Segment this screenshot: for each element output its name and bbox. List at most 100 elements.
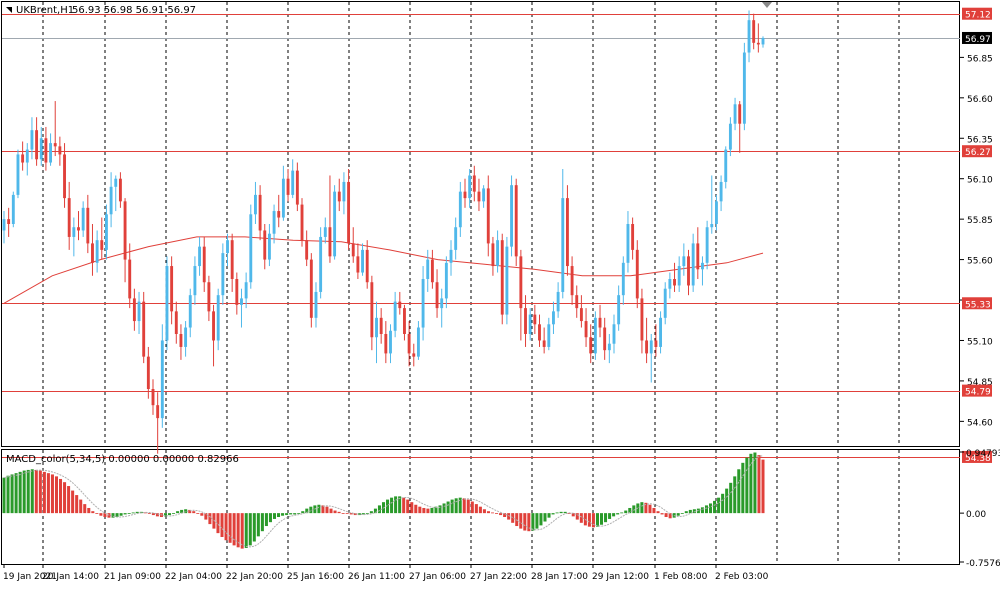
candle-body — [305, 240, 309, 260]
macd-bar — [688, 509, 692, 514]
level-price-badge — [962, 7, 992, 20]
candle — [7, 207, 11, 237]
macd-bar — [268, 513, 272, 523]
candle — [631, 217, 635, 260]
candle — [151, 379, 155, 415]
candle — [565, 185, 569, 276]
candle-body — [39, 138, 43, 160]
macd-bar — [757, 455, 761, 514]
candle — [696, 227, 700, 279]
time-tick-label: 27 Jan 06:00 — [409, 572, 466, 582]
macd-bar — [67, 486, 71, 514]
level-price-badge — [962, 145, 992, 158]
macd-bar — [71, 490, 75, 514]
candle-body — [184, 327, 188, 347]
macd-bar — [616, 513, 620, 515]
macd-bar — [648, 504, 652, 514]
candle — [593, 311, 597, 360]
macd-bar — [398, 496, 402, 514]
macd-signal-line — [3, 455, 764, 548]
macd-bar — [341, 513, 345, 514]
candle — [761, 36, 765, 48]
candle-body — [547, 324, 551, 347]
candle — [589, 324, 593, 364]
candle — [254, 181, 257, 224]
price-tick-label: 56.35 — [967, 135, 993, 145]
macd-axis: 0.94793 0.00 -0.75767 — [960, 449, 1000, 569]
macd-bar — [309, 506, 313, 514]
macd-bar — [680, 513, 684, 514]
macd-tick-label: -0.75767 — [966, 559, 1000, 569]
macd-bar — [624, 510, 628, 514]
macd-bar — [208, 513, 212, 525]
candle-body — [58, 146, 62, 155]
candle — [463, 178, 467, 208]
time-tick-label: 2 Feb 03:00 — [715, 572, 769, 582]
candle-body — [35, 130, 39, 160]
candle-body — [528, 314, 532, 334]
horizontal-levels[interactable] — [2, 14, 960, 458]
macd-bar — [668, 513, 672, 519]
candle — [202, 236, 206, 292]
candle — [701, 256, 704, 286]
macd-bar — [281, 513, 285, 516]
macd-bar — [172, 513, 176, 514]
candle — [519, 249, 523, 341]
candle-body — [123, 201, 127, 260]
macd-bar — [59, 478, 63, 514]
candle-body — [412, 353, 416, 357]
macd-bar — [555, 512, 559, 514]
macd-bar — [390, 497, 394, 514]
candle — [691, 233, 695, 292]
candle-body — [244, 282, 248, 299]
macd-bar — [741, 462, 745, 514]
price-axis: 56.8556.6056.3556.1055.8555.6055.3555.10… — [960, 7, 993, 464]
candle — [705, 220, 709, 270]
candle-body — [435, 282, 439, 309]
macd-bar — [458, 497, 462, 514]
candle — [207, 275, 211, 322]
macd-bar — [297, 513, 301, 514]
chart-shift-icon[interactable] — [762, 2, 772, 8]
macd-bar — [559, 511, 563, 514]
candle — [416, 321, 420, 360]
macd-bar — [575, 513, 579, 520]
candle — [449, 240, 453, 276]
macd-bar — [2, 477, 6, 514]
candle-body — [91, 243, 94, 263]
macd-bar — [305, 508, 309, 514]
candle-body — [44, 138, 48, 163]
candle — [100, 217, 104, 260]
macd-bar — [329, 508, 333, 514]
macd-bar — [628, 507, 632, 514]
time-tick-label: 27 Jan 22:00 — [470, 572, 527, 582]
candle-body — [542, 340, 546, 347]
candle — [556, 282, 560, 318]
candle — [160, 324, 164, 428]
candle — [272, 204, 276, 244]
macd-bar — [700, 507, 704, 514]
candle — [365, 240, 369, 289]
candle-body — [188, 295, 192, 328]
candle-body — [756, 42, 760, 45]
price-tick-label: 56.60 — [967, 95, 993, 105]
candle-body — [640, 298, 644, 341]
candle-body — [663, 288, 667, 318]
macd-bar — [192, 511, 196, 514]
candle — [505, 236, 509, 325]
candle-body — [21, 154, 25, 163]
macd-bar — [143, 512, 147, 514]
candle — [500, 233, 504, 325]
candle-body — [104, 214, 108, 250]
macd-bar — [466, 499, 470, 514]
candle-body — [351, 243, 355, 257]
candle — [752, 13, 756, 50]
candle — [496, 230, 500, 273]
candle-body — [53, 143, 57, 147]
candle — [444, 256, 448, 309]
macd-bar — [14, 473, 18, 514]
macd-bar — [325, 506, 329, 514]
price-tick-label: 56.10 — [967, 176, 993, 186]
candle — [114, 175, 118, 212]
